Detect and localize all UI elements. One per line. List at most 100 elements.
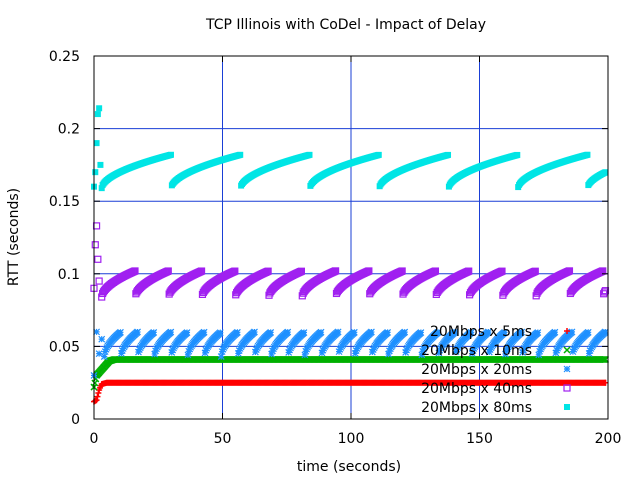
data-point	[602, 379, 609, 386]
data-point	[586, 347, 594, 354]
data-point	[93, 328, 100, 336]
data-point	[183, 329, 191, 336]
x-tick-label: 50	[214, 431, 232, 447]
legend-label: 20Mbps x 5ms	[430, 324, 532, 340]
data-point	[602, 169, 609, 176]
data-point	[235, 347, 243, 354]
data-point	[251, 328, 258, 336]
data-point	[219, 345, 227, 353]
data-point	[97, 161, 104, 168]
data-point	[368, 328, 375, 336]
y-tick-label: 0.1	[58, 267, 80, 283]
data-point	[264, 267, 272, 275]
data-point	[151, 350, 159, 358]
data-point	[134, 328, 141, 336]
legend: 20Mbps x 5ms 20Mbps x 10ms 20Mbps x 20ms 20…	[421, 324, 571, 416]
data-point	[535, 351, 543, 359]
data-point	[568, 328, 576, 336]
data-point	[186, 345, 194, 353]
data-point	[368, 348, 376, 356]
data-point	[502, 347, 510, 355]
data-point	[94, 111, 101, 118]
data-point	[564, 404, 570, 410]
data-point	[553, 346, 561, 354]
data-point	[93, 397, 100, 404]
data-point	[385, 350, 392, 358]
data-point	[351, 350, 359, 357]
data-point	[350, 328, 358, 336]
data-point	[233, 328, 241, 336]
series-3	[90, 328, 609, 379]
data-point	[98, 335, 106, 343]
data-point	[284, 328, 292, 336]
data-point	[335, 348, 343, 356]
data-point	[531, 267, 539, 275]
x-tick-label: 150	[466, 431, 493, 447]
data-point	[584, 328, 592, 336]
data-point	[451, 328, 459, 336]
data-point	[551, 328, 559, 336]
x-tick-label: 0	[90, 431, 99, 447]
data-point	[563, 384, 571, 392]
data-point	[102, 345, 110, 353]
data-point	[434, 328, 442, 336]
data-point	[101, 348, 109, 356]
data-point	[436, 346, 444, 354]
data-point	[135, 348, 142, 356]
data-point	[185, 347, 193, 355]
data-point	[117, 328, 124, 336]
data-point	[502, 350, 509, 358]
data-point	[601, 328, 609, 336]
data-point	[135, 346, 143, 354]
data-point	[431, 267, 440, 275]
data-point	[302, 347, 310, 355]
chart-title: TCP Illinois with CoDel - Impact of Dela…	[205, 17, 486, 33]
series-5	[91, 105, 609, 192]
data-point	[131, 267, 139, 275]
data-point	[117, 350, 125, 357]
data-point	[563, 346, 571, 354]
data-point	[150, 328, 158, 336]
data-point	[534, 329, 542, 336]
x-tick-label: 200	[595, 431, 622, 447]
data-point	[303, 345, 311, 353]
data-point	[169, 346, 177, 354]
y-tick-label: 0.15	[49, 194, 80, 210]
data-point	[485, 348, 493, 356]
y-tick-label: 0.2	[58, 122, 80, 138]
data-point	[251, 348, 259, 356]
data-point	[403, 346, 410, 354]
data-point	[218, 348, 226, 356]
data-point	[286, 346, 294, 354]
data-point	[420, 345, 428, 353]
y-tick-label: 0.25	[49, 49, 80, 65]
y-axis-label: RTT (seconds)	[6, 188, 22, 286]
data-point	[467, 328, 475, 336]
data-point	[95, 277, 103, 285]
data-point	[419, 347, 427, 355]
data-point	[252, 346, 260, 354]
data-point	[401, 328, 409, 336]
data-point	[563, 365, 571, 373]
data-point	[184, 351, 192, 359]
data-point	[501, 328, 508, 336]
data-point	[565, 267, 574, 275]
data-point	[445, 151, 452, 158]
x-tick-label: 100	[338, 431, 365, 447]
data-point	[514, 151, 521, 158]
series-layer	[90, 105, 610, 405]
data-point	[519, 349, 526, 356]
data-point	[384, 328, 392, 336]
data-point	[484, 328, 492, 336]
data-point	[164, 267, 172, 275]
legend-label: 20Mbps x 80ms	[421, 400, 532, 416]
data-point	[601, 355, 609, 363]
data-point	[465, 267, 473, 275]
data-point	[402, 349, 410, 356]
y-tick-label: 0.05	[49, 339, 80, 355]
data-point	[217, 353, 225, 360]
series-4	[90, 222, 610, 301]
grid	[94, 56, 608, 419]
axis-ticks: 0 50 100 150 200 0 0.05 0.1 0.15 0.2 0.25	[49, 49, 622, 447]
